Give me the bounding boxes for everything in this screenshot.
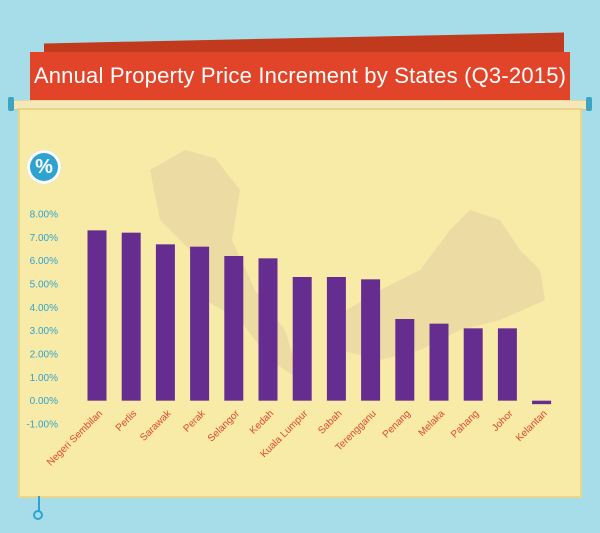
category-label: Selangor xyxy=(206,408,243,445)
y-tick-label: -1.00% xyxy=(26,420,58,431)
bar xyxy=(190,246,210,401)
y-tick-label: 0.00% xyxy=(30,396,58,407)
bar xyxy=(292,277,312,401)
hanger-line xyxy=(38,496,40,512)
bar xyxy=(463,328,483,401)
title-ribbon xyxy=(30,52,570,100)
category-label: Perlis xyxy=(114,408,139,433)
y-tick-label: 1.00% xyxy=(30,373,58,384)
y-axis-ticks: 8.00% 7.00% 6.00% 5.00% 4.00% 3.00% 2.00% 1.00%… xyxy=(26,210,58,431)
bar xyxy=(121,232,141,401)
y-tick-label: 5.00% xyxy=(30,280,58,291)
rod-cap-left xyxy=(8,97,14,111)
bar xyxy=(87,230,107,401)
category-label: Johor xyxy=(490,408,516,434)
bar xyxy=(326,277,346,401)
percent-badge-icon: % xyxy=(27,150,61,184)
category-label: Sarawak xyxy=(138,408,174,444)
bar xyxy=(258,258,278,401)
y-tick-label: 8.00% xyxy=(30,210,58,221)
y-tick-label: 7.00% xyxy=(30,233,58,244)
category-label: Penang xyxy=(381,408,413,440)
category-label: Sabah xyxy=(316,408,344,436)
bar xyxy=(532,400,552,405)
bar xyxy=(224,256,244,401)
y-tick-label: 4.00% xyxy=(30,303,58,314)
bar xyxy=(361,279,381,401)
category-label: Negeri Sembilan xyxy=(45,408,105,468)
chart-title: Annual Property Price Increment by State… xyxy=(33,63,567,88)
category-label: Pahang xyxy=(449,408,481,440)
category-label: Kelantan xyxy=(514,408,550,444)
bar xyxy=(395,319,415,401)
bar xyxy=(497,328,517,401)
category-label: Melaka xyxy=(417,408,448,439)
bar xyxy=(155,244,175,401)
bars xyxy=(87,230,552,405)
y-tick-label: 3.00% xyxy=(30,326,58,337)
category-label: Perak xyxy=(181,408,208,435)
category-label: Kedah xyxy=(248,408,276,436)
rod-cap-right xyxy=(586,97,592,111)
bar xyxy=(429,323,449,401)
hanger-ring-icon xyxy=(33,510,43,520)
y-tick-label: 2.00% xyxy=(30,350,58,361)
map-silhouette-icon xyxy=(150,150,545,380)
y-tick-label: 6.00% xyxy=(30,256,58,267)
